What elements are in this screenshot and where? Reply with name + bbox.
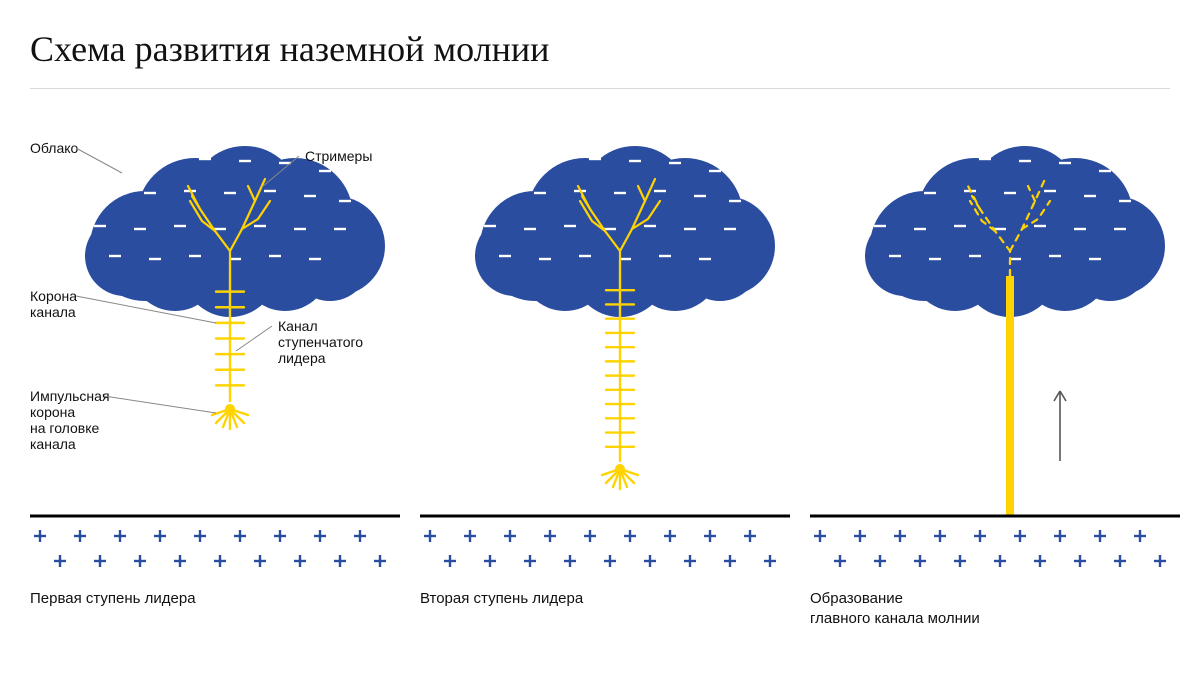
- panel-3: Образование главного канала молнии: [810, 101, 1180, 630]
- panels-row: Облако Стримеры Коронаканала Каналступенчат…: [30, 101, 1170, 630]
- panel-3-svg: [810, 101, 1180, 581]
- svg-text:Стримеры: Стримеры: [305, 148, 372, 164]
- svg-text:Коронаканала: Коронаканала: [30, 288, 77, 320]
- panel-1: Облако Стримеры Коронаканала Каналступенчат…: [30, 101, 400, 630]
- svg-text:Каналступенчатоголидера: Каналступенчатоголидера: [278, 318, 363, 366]
- title-rule: [30, 88, 1170, 89]
- panel-1-caption: Первая ступень лидера: [30, 589, 400, 609]
- panel-2: Вторая ступень лидера: [420, 101, 790, 630]
- panel-2-caption: Вторая ступень лидера: [420, 589, 790, 609]
- svg-text:Импульснаякоронана головкекана: Импульснаякоронана головкеканала: [30, 388, 110, 452]
- panel-2-svg: [420, 101, 790, 581]
- panel-1-svg: Облако Стримеры Коронаканала Каналступенчат…: [30, 101, 400, 581]
- page-title: Схема развития наземной молнии: [30, 28, 1170, 70]
- svg-text:Облако: Облако: [30, 140, 79, 156]
- panel-3-caption: Образование главного канала молнии: [810, 589, 1180, 630]
